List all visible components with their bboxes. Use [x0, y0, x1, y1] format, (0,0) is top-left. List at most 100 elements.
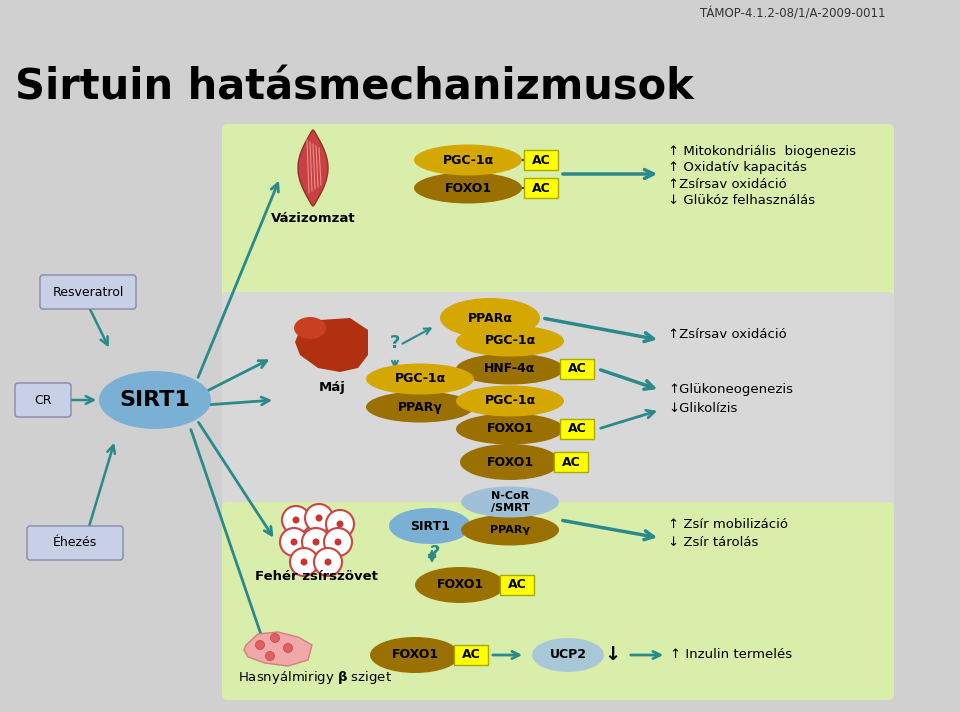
Ellipse shape — [414, 145, 522, 175]
Polygon shape — [295, 318, 368, 372]
Ellipse shape — [456, 414, 564, 444]
Ellipse shape — [440, 298, 540, 338]
Circle shape — [316, 515, 323, 521]
Ellipse shape — [389, 508, 471, 544]
Text: PGC-1α: PGC-1α — [395, 372, 445, 385]
Circle shape — [290, 548, 318, 576]
Text: ↓ Glükóz felhasználás: ↓ Glükóz felhasználás — [668, 194, 815, 206]
Text: FOXO1: FOXO1 — [444, 182, 492, 194]
FancyBboxPatch shape — [524, 178, 558, 198]
Ellipse shape — [414, 172, 522, 204]
FancyBboxPatch shape — [222, 502, 894, 632]
Text: ?: ? — [390, 334, 400, 352]
Text: Resveratrol: Resveratrol — [52, 286, 124, 298]
Text: AC: AC — [567, 422, 587, 436]
Text: AC: AC — [462, 649, 480, 661]
FancyBboxPatch shape — [27, 526, 123, 560]
Ellipse shape — [460, 444, 560, 480]
Ellipse shape — [461, 515, 559, 545]
Ellipse shape — [532, 638, 604, 672]
Circle shape — [300, 558, 307, 565]
Circle shape — [324, 558, 331, 565]
Text: UCP2: UCP2 — [549, 649, 587, 661]
Text: AC: AC — [532, 154, 550, 167]
Text: PGC-1α: PGC-1α — [485, 394, 536, 407]
FancyBboxPatch shape — [454, 645, 488, 665]
Circle shape — [326, 510, 354, 538]
FancyBboxPatch shape — [560, 419, 594, 439]
Text: HNF-4α: HNF-4α — [484, 362, 536, 375]
Text: N-CoR
/SMRT: N-CoR /SMRT — [491, 491, 529, 513]
Ellipse shape — [370, 637, 460, 673]
Text: Vázizomzat: Vázizomzat — [271, 211, 355, 224]
Text: ↑ Mitokondriális  biogenezis: ↑ Mitokondriális biogenezis — [668, 145, 856, 159]
Circle shape — [302, 528, 330, 556]
FancyBboxPatch shape — [554, 452, 588, 472]
Circle shape — [334, 538, 342, 545]
FancyBboxPatch shape — [500, 575, 534, 595]
Text: TÁMOP-4.1.2-08/1/A-2009-0011: TÁMOP-4.1.2-08/1/A-2009-0011 — [700, 8, 885, 21]
Circle shape — [280, 528, 308, 556]
Text: Sirtuin hatásmechanizmusok: Sirtuin hatásmechanizmusok — [15, 67, 694, 109]
Text: PPARα: PPARα — [468, 312, 513, 325]
Text: FOXO1: FOXO1 — [392, 649, 439, 661]
Text: ↑Zsírsav oxidáció: ↑Zsírsav oxidáció — [668, 328, 787, 342]
Text: Fehér zsírszövet: Fehér zsírszövet — [254, 570, 377, 584]
Text: Éhezés: Éhezés — [53, 537, 97, 550]
Circle shape — [324, 528, 352, 556]
Circle shape — [255, 641, 265, 649]
Ellipse shape — [294, 317, 326, 339]
Ellipse shape — [456, 325, 564, 357]
Circle shape — [266, 651, 275, 661]
Text: ↑Glükoneogenezis: ↑Glükoneogenezis — [668, 384, 793, 397]
Circle shape — [291, 538, 298, 545]
Text: AC: AC — [567, 362, 587, 375]
Text: SIRT1: SIRT1 — [120, 390, 190, 410]
Circle shape — [283, 644, 293, 652]
Text: AC: AC — [532, 182, 550, 194]
Polygon shape — [244, 632, 312, 666]
FancyBboxPatch shape — [222, 124, 894, 304]
Text: Hasnyálmirigy $\bf{\beta}$ sziget: Hasnyálmirigy $\bf{\beta}$ sziget — [238, 669, 392, 686]
Ellipse shape — [366, 392, 474, 422]
Ellipse shape — [415, 567, 505, 603]
Circle shape — [282, 506, 310, 534]
Text: AC: AC — [508, 578, 526, 592]
Text: ↓Glikolízis: ↓Glikolízis — [668, 402, 737, 414]
FancyBboxPatch shape — [222, 292, 894, 514]
Ellipse shape — [366, 364, 474, 394]
Text: PPARγ: PPARγ — [490, 525, 530, 535]
Text: ↑ Inzulin termelés: ↑ Inzulin termelés — [670, 649, 792, 661]
Text: AC: AC — [562, 456, 581, 468]
Circle shape — [337, 520, 344, 528]
Text: ↑ Zsír mobilizáció: ↑ Zsír mobilizáció — [668, 518, 788, 531]
Circle shape — [314, 548, 342, 576]
Ellipse shape — [461, 486, 559, 518]
Text: ↓: ↓ — [604, 646, 620, 664]
FancyBboxPatch shape — [524, 150, 558, 170]
Text: FOXO1: FOXO1 — [487, 422, 534, 436]
Ellipse shape — [456, 385, 564, 417]
FancyBboxPatch shape — [40, 275, 136, 309]
Circle shape — [293, 516, 300, 523]
Ellipse shape — [99, 371, 211, 429]
FancyBboxPatch shape — [15, 383, 71, 417]
Text: PGC-1α: PGC-1α — [443, 154, 493, 167]
Text: ?: ? — [430, 544, 441, 562]
Text: FOXO1: FOXO1 — [437, 578, 484, 592]
Text: SIRT1: SIRT1 — [410, 520, 450, 533]
Text: PGC-1α: PGC-1α — [485, 335, 536, 347]
Text: Máj: Máj — [319, 382, 346, 394]
Circle shape — [313, 538, 320, 545]
Ellipse shape — [456, 353, 564, 384]
Text: CR: CR — [35, 394, 52, 407]
Circle shape — [305, 504, 333, 532]
Text: ↓ Zsír tárolás: ↓ Zsír tárolás — [668, 537, 758, 550]
Text: PPARγ: PPARγ — [397, 400, 443, 414]
Circle shape — [271, 634, 279, 642]
Text: ↑ Oxidatív kapacitás: ↑ Oxidatív kapacitás — [668, 162, 806, 174]
Text: ↑Zsírsav oxidáció: ↑Zsírsav oxidáció — [668, 177, 787, 191]
FancyBboxPatch shape — [222, 620, 894, 700]
Polygon shape — [298, 130, 328, 206]
FancyBboxPatch shape — [560, 359, 594, 379]
